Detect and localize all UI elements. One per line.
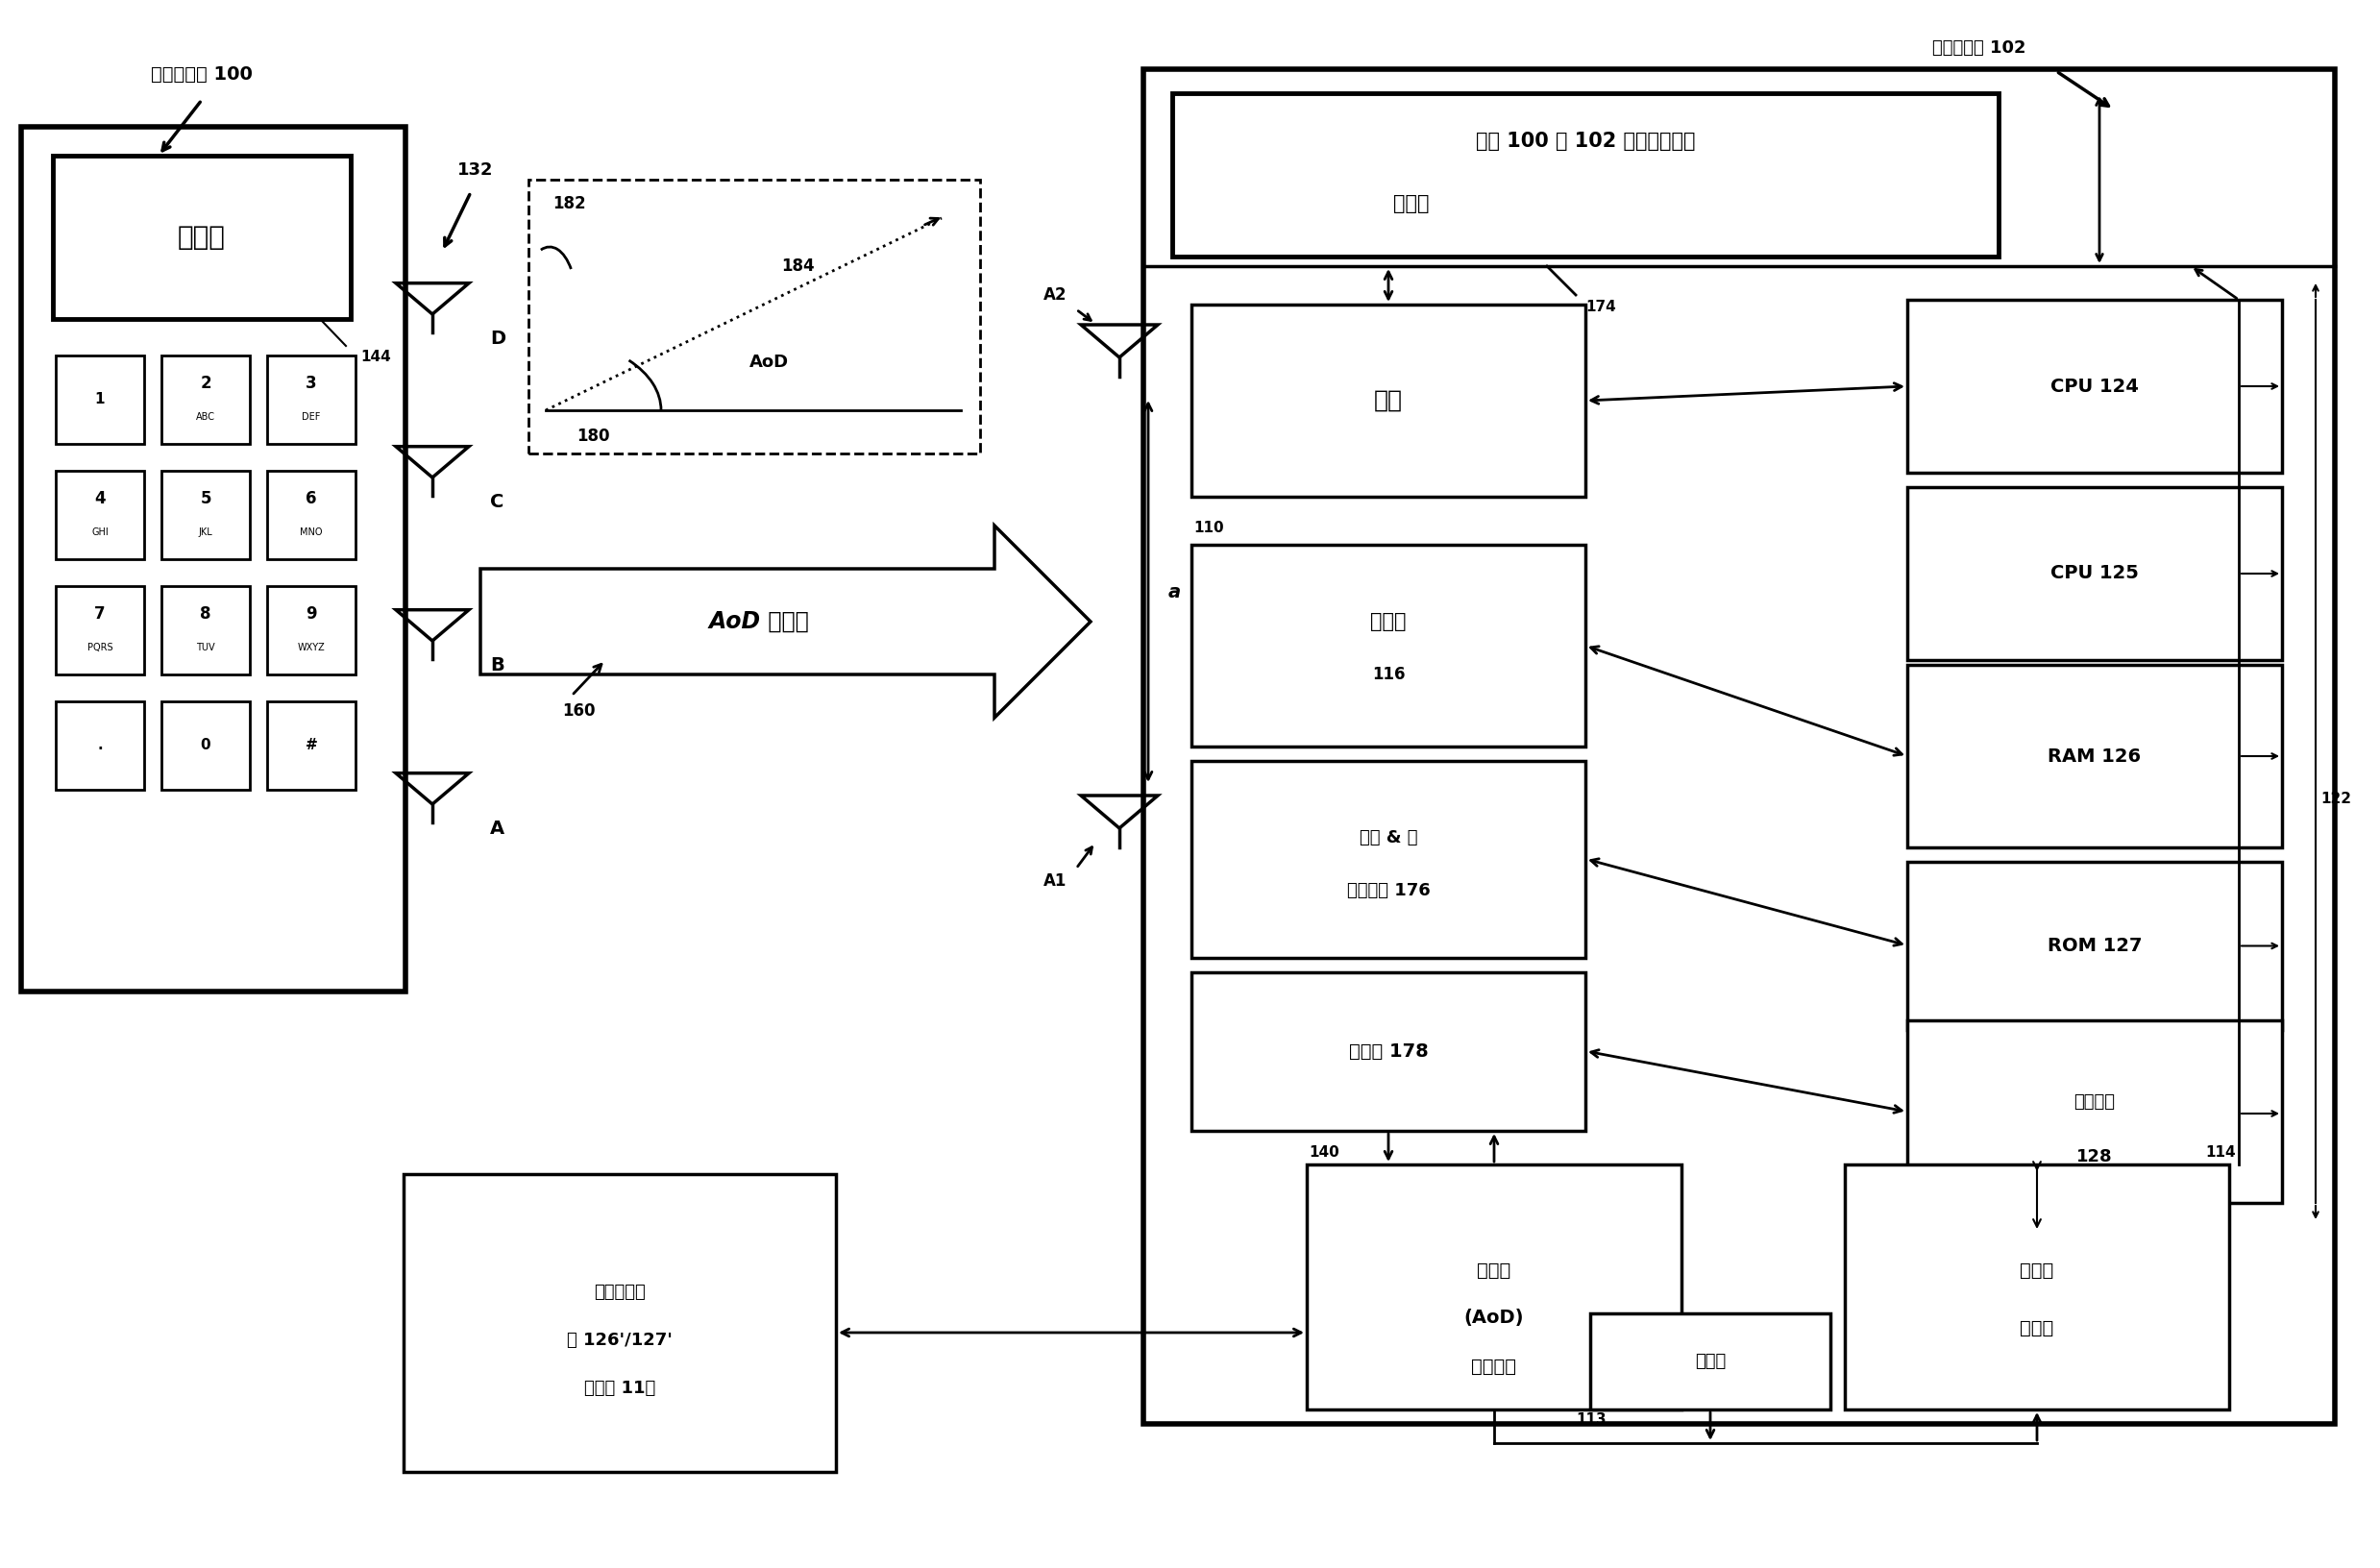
Text: 采样 & 相: 采样 & 相 xyxy=(1359,829,1418,847)
Text: 113: 113 xyxy=(1576,1411,1606,1427)
Text: 5: 5 xyxy=(200,489,212,508)
Bar xyxy=(1192,304,1585,497)
Bar xyxy=(1844,1165,2230,1410)
Bar xyxy=(528,180,981,453)
Bar xyxy=(162,701,250,790)
Bar xyxy=(267,356,355,444)
Bar xyxy=(1173,93,1999,257)
Text: 122: 122 xyxy=(2320,792,2351,806)
Bar xyxy=(162,586,250,674)
Text: 114: 114 xyxy=(2206,1146,2235,1160)
Text: 7: 7 xyxy=(95,605,105,622)
Bar xyxy=(1906,299,2282,472)
Text: .: . xyxy=(98,739,102,753)
Bar xyxy=(1307,1165,1680,1410)
Text: 144: 144 xyxy=(359,350,390,365)
Bar xyxy=(1906,665,2282,847)
Text: MNO: MNO xyxy=(300,527,324,538)
Text: 器 126'/127': 器 126'/127' xyxy=(566,1331,674,1348)
Text: D: D xyxy=(490,329,505,348)
Text: AoD 数据包: AoD 数据包 xyxy=(709,610,809,633)
Text: B: B xyxy=(490,655,505,674)
Text: A: A xyxy=(490,818,505,837)
Text: 设备 100 和 102 之间的估算距: 设备 100 和 102 之间的估算距 xyxy=(1476,132,1695,151)
Text: 应用: 应用 xyxy=(1373,389,1402,412)
Text: CPU 124: CPU 124 xyxy=(2052,378,2140,395)
Text: 无线电: 无线电 xyxy=(1371,612,1407,632)
Text: 180: 180 xyxy=(576,428,609,445)
Bar xyxy=(162,470,250,560)
Text: 强基带: 强基带 xyxy=(2021,1319,2054,1338)
Text: WXYZ: WXYZ xyxy=(298,643,326,652)
Bar xyxy=(405,1174,835,1472)
Text: 110: 110 xyxy=(1192,521,1223,536)
Bar xyxy=(1192,760,1585,958)
Text: 1: 1 xyxy=(95,392,105,406)
Text: 传感器: 传感器 xyxy=(1695,1353,1726,1370)
Text: 182: 182 xyxy=(552,194,585,212)
Text: 位检测器 176: 位检测器 176 xyxy=(1347,881,1430,900)
Text: （见图 11）: （见图 11） xyxy=(583,1380,654,1397)
Bar xyxy=(55,701,145,790)
Text: 140: 140 xyxy=(1309,1146,1340,1160)
Bar xyxy=(1906,488,2282,660)
Text: ABC: ABC xyxy=(195,412,214,422)
Text: 接口电路: 接口电路 xyxy=(2073,1093,2116,1110)
Text: 116: 116 xyxy=(1371,666,1404,684)
Text: A1: A1 xyxy=(1042,872,1066,889)
Text: 128: 128 xyxy=(2078,1148,2113,1165)
Text: 证明者设备 100: 证明者设备 100 xyxy=(150,64,252,83)
Text: 6: 6 xyxy=(305,489,317,508)
Bar xyxy=(1192,544,1585,746)
Text: 0: 0 xyxy=(200,739,212,753)
Bar xyxy=(55,470,145,560)
Bar xyxy=(52,155,350,318)
Text: 184: 184 xyxy=(781,257,814,274)
Text: DEF: DEF xyxy=(302,412,321,422)
Text: 8: 8 xyxy=(200,605,212,622)
Text: C: C xyxy=(490,492,505,511)
Bar xyxy=(1192,972,1585,1131)
Text: 132: 132 xyxy=(457,162,493,179)
Text: #: # xyxy=(305,739,317,753)
Text: ROM 127: ROM 127 xyxy=(2047,936,2142,955)
Text: RAM 126: RAM 126 xyxy=(2047,746,2142,765)
Bar xyxy=(55,356,145,444)
Bar xyxy=(1906,1021,2282,1203)
Text: A2: A2 xyxy=(1042,287,1066,304)
Text: TUV: TUV xyxy=(195,643,214,652)
Text: 解码器 178: 解码器 178 xyxy=(1349,1043,1428,1060)
Text: a: a xyxy=(1169,583,1180,601)
Bar xyxy=(162,356,250,444)
Text: 4: 4 xyxy=(95,489,105,508)
Text: 174: 174 xyxy=(1585,299,1616,315)
Bar xyxy=(267,586,355,674)
Bar xyxy=(267,470,355,560)
Text: 显示器: 显示器 xyxy=(178,224,226,251)
Bar xyxy=(267,701,355,790)
Text: 2: 2 xyxy=(200,375,212,392)
Text: 验证者设备 102: 验证者设备 102 xyxy=(1933,39,2025,56)
Bar xyxy=(1590,1314,1830,1410)
Bar xyxy=(21,127,405,991)
Text: 位置增: 位置增 xyxy=(2021,1261,2054,1279)
Text: 估算程序: 估算程序 xyxy=(1471,1358,1516,1375)
Text: 9: 9 xyxy=(305,605,317,622)
Text: CPU 125: CPU 125 xyxy=(2052,564,2140,583)
Bar xyxy=(1906,862,2282,1030)
Text: 离显示: 离显示 xyxy=(1392,194,1430,213)
Text: PQRS: PQRS xyxy=(88,643,112,652)
Bar xyxy=(1142,69,2335,1424)
Text: JKL: JKL xyxy=(198,527,212,538)
Bar xyxy=(55,586,145,674)
Text: AoD: AoD xyxy=(750,353,788,372)
Text: GHI: GHI xyxy=(90,527,109,538)
Text: 可移除存储: 可移除存储 xyxy=(595,1284,645,1301)
Text: 160: 160 xyxy=(562,702,595,720)
Text: (AoD): (AoD) xyxy=(1464,1309,1523,1328)
Text: 3: 3 xyxy=(305,375,317,392)
Text: 离去角: 离去角 xyxy=(1478,1261,1511,1279)
